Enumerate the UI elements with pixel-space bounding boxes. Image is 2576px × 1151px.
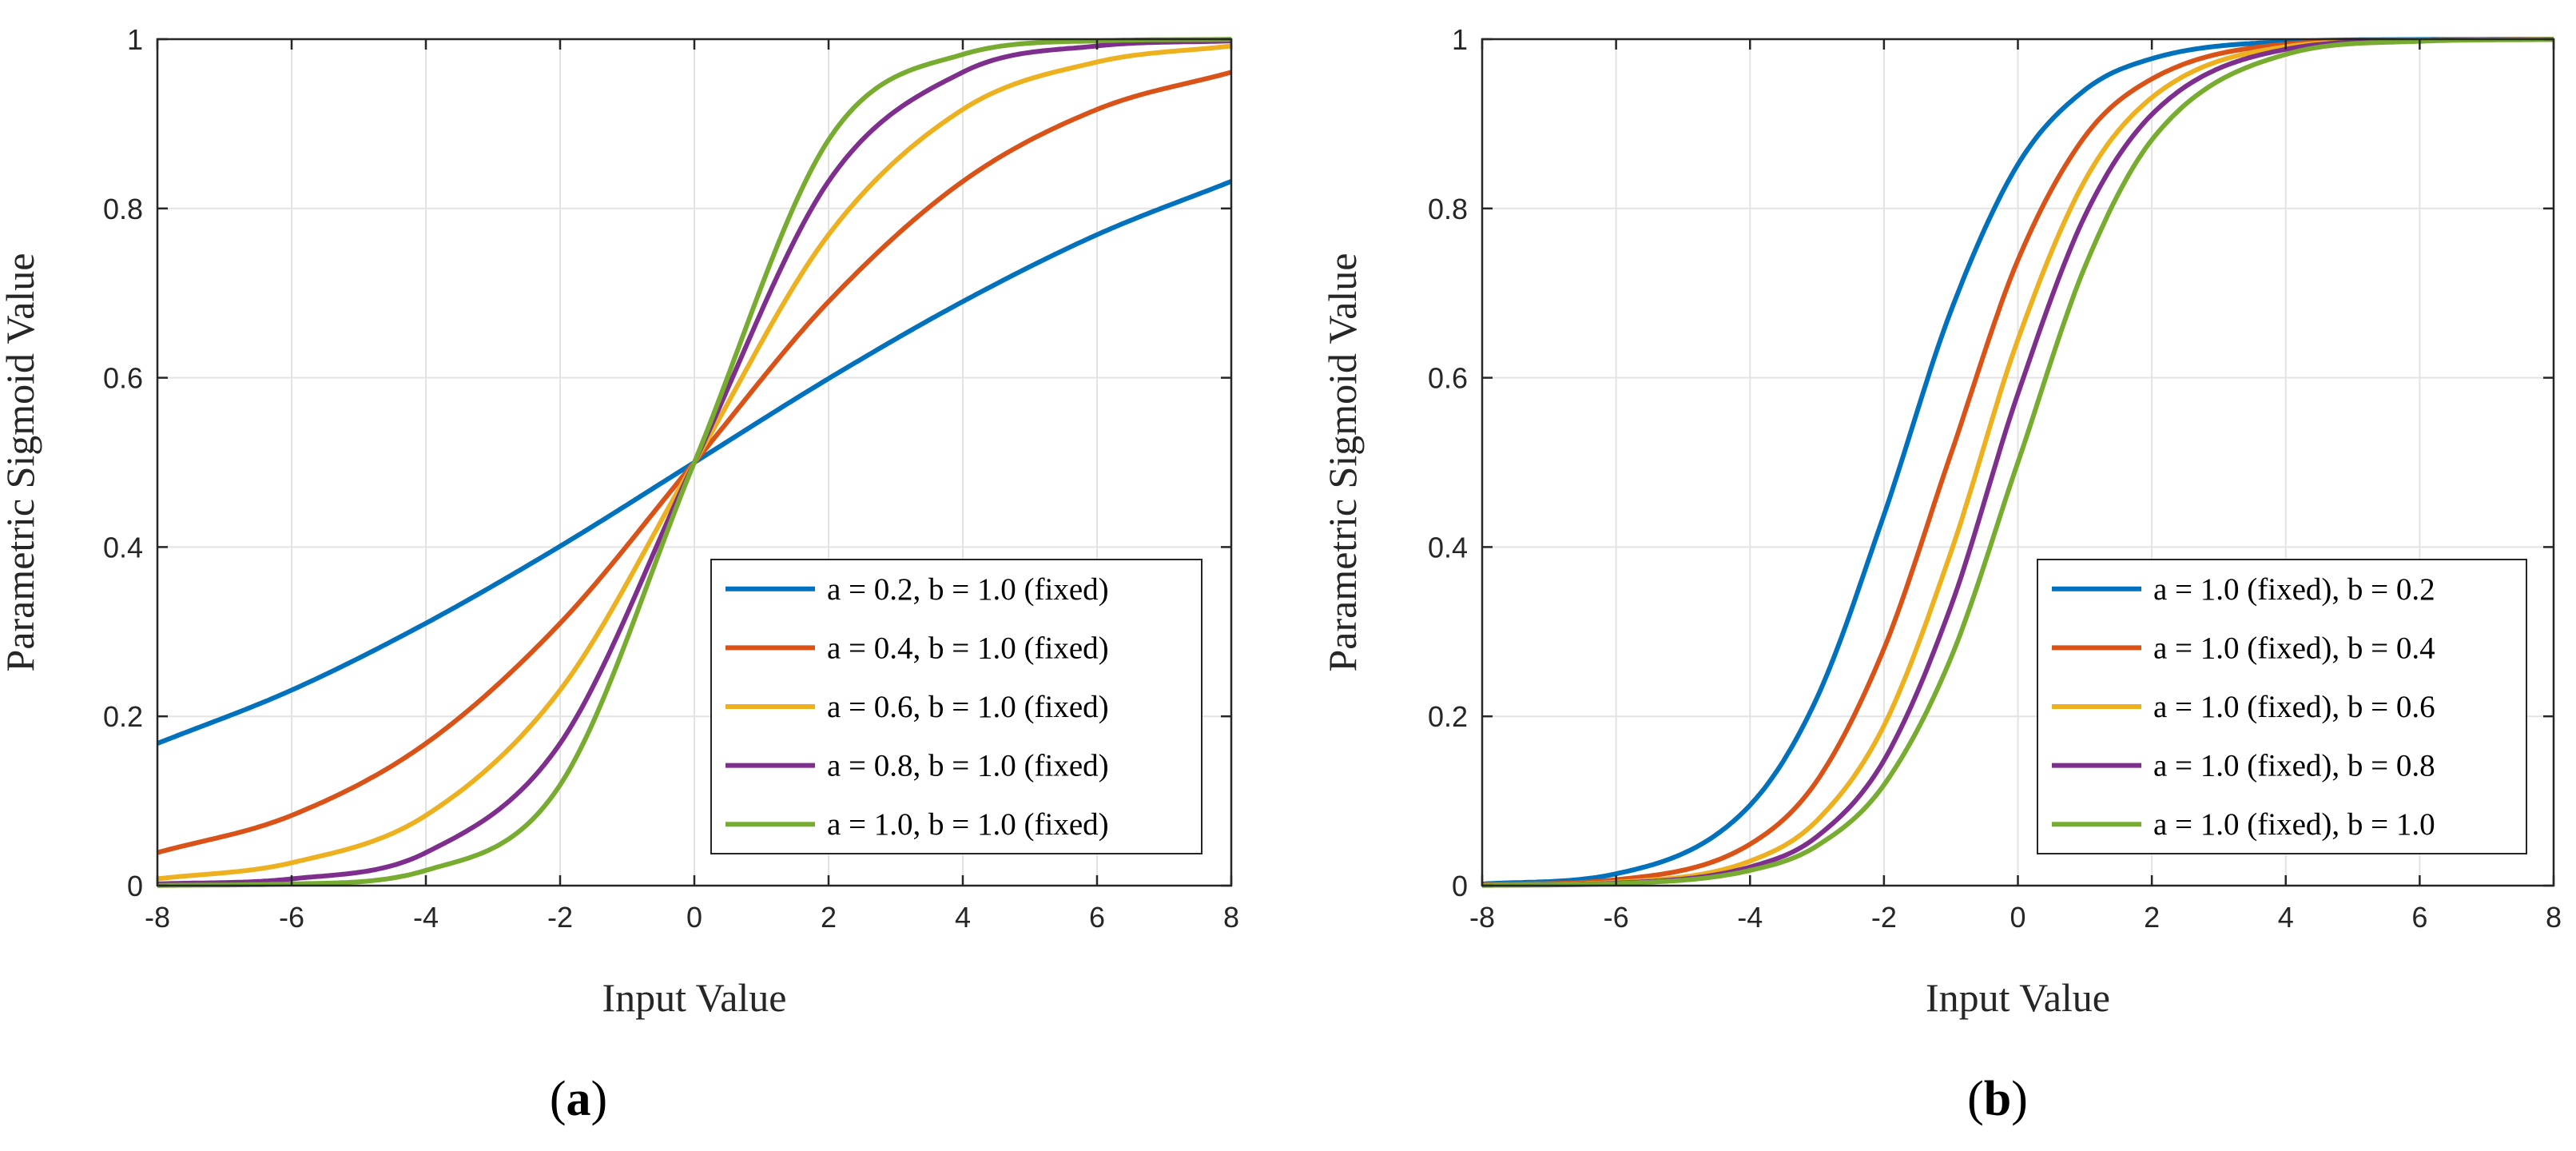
x-tick-label: 2 bbox=[2144, 901, 2160, 934]
y-tick-label: 0 bbox=[1452, 870, 1468, 902]
x-tick-label: 6 bbox=[1089, 901, 1105, 934]
x-tick-label: 4 bbox=[2278, 901, 2294, 934]
panel-label: (b) bbox=[1967, 1072, 2028, 1126]
panel-label-letter: b bbox=[1984, 1072, 2011, 1126]
y-axis-title: Parametric Sigmoid Value bbox=[0, 253, 42, 672]
legend-label-4: a = 0.8, b = 1.0 (fixed) bbox=[827, 749, 1109, 783]
panel-b: -8 -6 -4 -2 0 2 4 6 8 0 0.2 0.4 0.6 0.8 1 Input Value Pa… bbox=[1320, 23, 2562, 1126]
panel-a: -8 -6 -4 -2 0 2 4 6 8 0 0.2 0.4 0.6 0.8 1 Input Value Pa… bbox=[0, 23, 1239, 1126]
y-tick-label: 0.4 bbox=[103, 531, 143, 564]
x-tick-label: 8 bbox=[2546, 901, 2562, 934]
legend-label-5: a = 1.0 (fixed), b = 1.0 bbox=[2153, 807, 2435, 842]
x-axis-title: Input Value bbox=[602, 975, 787, 1020]
y-tick-label: 0.6 bbox=[103, 362, 143, 395]
x-tick-label: 2 bbox=[821, 901, 837, 934]
x-tick-label: -2 bbox=[1871, 901, 1897, 934]
y-tick-label: 0.8 bbox=[1428, 193, 1468, 225]
y-tick-label: 0.6 bbox=[1428, 362, 1468, 395]
legend-label-2: a = 0.4, b = 1.0 (fixed) bbox=[827, 631, 1109, 665]
y-tick-label: 1 bbox=[1452, 23, 1468, 56]
y-axis-title: Parametric Sigmoid Value bbox=[1320, 253, 1365, 672]
x-tick-label: 0 bbox=[686, 901, 702, 934]
legend-label-3: a = 0.6, b = 1.0 (fixed) bbox=[827, 690, 1109, 724]
x-tick-label: -2 bbox=[547, 901, 573, 934]
panel-label-close-paren: ) bbox=[2011, 1072, 2028, 1126]
legend: a = 0.2, b = 1.0 (fixed) a = 0.4, b = 1.0… bbox=[710, 559, 1203, 854]
legend-label-4: a = 1.0 (fixed), b = 0.8 bbox=[2153, 749, 2435, 783]
x-tick-label: -6 bbox=[1604, 901, 1629, 934]
x-tick-label: -8 bbox=[1469, 901, 1495, 934]
legend-label-1: a = 0.2, b = 1.0 (fixed) bbox=[827, 572, 1109, 607]
x-tick-label: -6 bbox=[279, 901, 304, 934]
x-tick-label: 6 bbox=[2411, 901, 2427, 934]
y-tick-label: 0.2 bbox=[103, 700, 143, 733]
series-line-5 bbox=[157, 37, 1231, 888]
x-tick-label: 8 bbox=[1223, 901, 1239, 934]
panel-label-close-paren: ) bbox=[591, 1072, 608, 1126]
x-tick-label: 0 bbox=[2010, 901, 2025, 934]
y-tick-label: 0.2 bbox=[1428, 700, 1468, 733]
panel-label-open-paren: ( bbox=[550, 1072, 566, 1126]
x-tick-label: -8 bbox=[145, 901, 170, 934]
y-tick-label: 0.8 bbox=[103, 193, 143, 225]
legend-label-2: a = 1.0 (fixed), b = 0.4 bbox=[2153, 631, 2435, 665]
series-line-5 bbox=[1481, 37, 2554, 888]
legend-label-1: a = 1.0 (fixed), b = 0.2 bbox=[2153, 572, 2435, 607]
y-tick-label: 1 bbox=[127, 23, 143, 56]
x-tick-label: 4 bbox=[955, 901, 971, 934]
legend-label-5: a = 1.0, b = 1.0 (fixed) bbox=[827, 807, 1109, 842]
y-tick-label: 0.4 bbox=[1428, 531, 1468, 564]
x-axis-title: Input Value bbox=[1926, 975, 2110, 1020]
y-tick-label: 0 bbox=[127, 870, 143, 902]
panel-label-open-paren: ( bbox=[1967, 1072, 1984, 1126]
x-tick-label: -4 bbox=[1737, 901, 1763, 934]
legend-label-3: a = 1.0 (fixed), b = 0.6 bbox=[2153, 690, 2435, 724]
x-tick-label: -4 bbox=[413, 901, 439, 934]
legend: a = 1.0 (fixed), b = 0.2 a = 1.0 (fixed),… bbox=[2037, 559, 2527, 854]
panel-label: (a) bbox=[550, 1072, 607, 1126]
panel-label-letter: a bbox=[566, 1072, 591, 1126]
